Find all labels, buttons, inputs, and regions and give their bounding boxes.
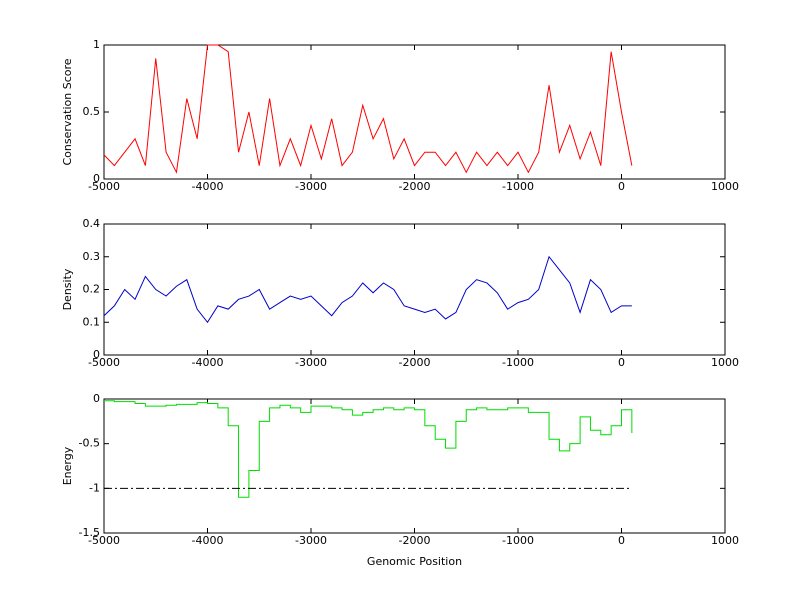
y-tick-label: 0.1 xyxy=(83,315,101,328)
y-tick-label: -1 xyxy=(89,481,100,494)
x-tick-label: -4000 xyxy=(192,534,224,547)
y-axis-label: Energy xyxy=(61,446,74,485)
x-tick-label: -1000 xyxy=(502,180,534,193)
x-tick-label: 0 xyxy=(618,180,625,193)
x-tick-label: -5000 xyxy=(88,356,120,369)
axes-frame xyxy=(103,44,726,180)
data-line xyxy=(104,400,633,498)
y-tick-label: -1.5 xyxy=(79,526,100,539)
data-line xyxy=(103,44,633,174)
x-tick-label: -4000 xyxy=(192,180,224,193)
y-tick-label: 0.3 xyxy=(83,250,101,263)
x-tick-label: 1000 xyxy=(711,180,739,193)
x-tick-label: -3000 xyxy=(295,356,327,369)
y-tick-label: -0.5 xyxy=(79,437,100,450)
x-tick-label: 0 xyxy=(618,356,625,369)
y-tick-label: 0 xyxy=(93,172,100,185)
y-axis-label: Density xyxy=(61,268,74,310)
x-axis-label: Genomic Position xyxy=(367,555,462,568)
x-tick-label: 1000 xyxy=(711,534,739,547)
x-tick-label: -2000 xyxy=(399,180,431,193)
x-tick-label: -2000 xyxy=(399,534,431,547)
x-tick-label: -3000 xyxy=(295,534,327,547)
data-line xyxy=(103,255,632,324)
x-tick-label: -2000 xyxy=(399,356,431,369)
x-tick-label: -5000 xyxy=(88,534,120,547)
x-tick-label: -4000 xyxy=(192,356,224,369)
y-tick-label: 0 xyxy=(93,392,100,405)
y-tick-label: 0.2 xyxy=(83,283,101,296)
y-axis-label: Conservation Score xyxy=(61,58,74,165)
x-tick-label: -1000 xyxy=(502,534,534,547)
x-tick-label: -5000 xyxy=(88,180,120,193)
x-tick-label: -3000 xyxy=(295,180,327,193)
y-tick-label: 0 xyxy=(93,348,100,361)
x-tick-label: 0 xyxy=(618,534,625,547)
x-tick-label: 1000 xyxy=(711,356,739,369)
y-tick-label: 1 xyxy=(93,38,100,51)
y-tick-label: 0.5 xyxy=(83,105,101,118)
x-tick-label: -1000 xyxy=(502,356,534,369)
axes-frame xyxy=(103,223,726,356)
y-tick-label: 0.4 xyxy=(83,217,101,230)
